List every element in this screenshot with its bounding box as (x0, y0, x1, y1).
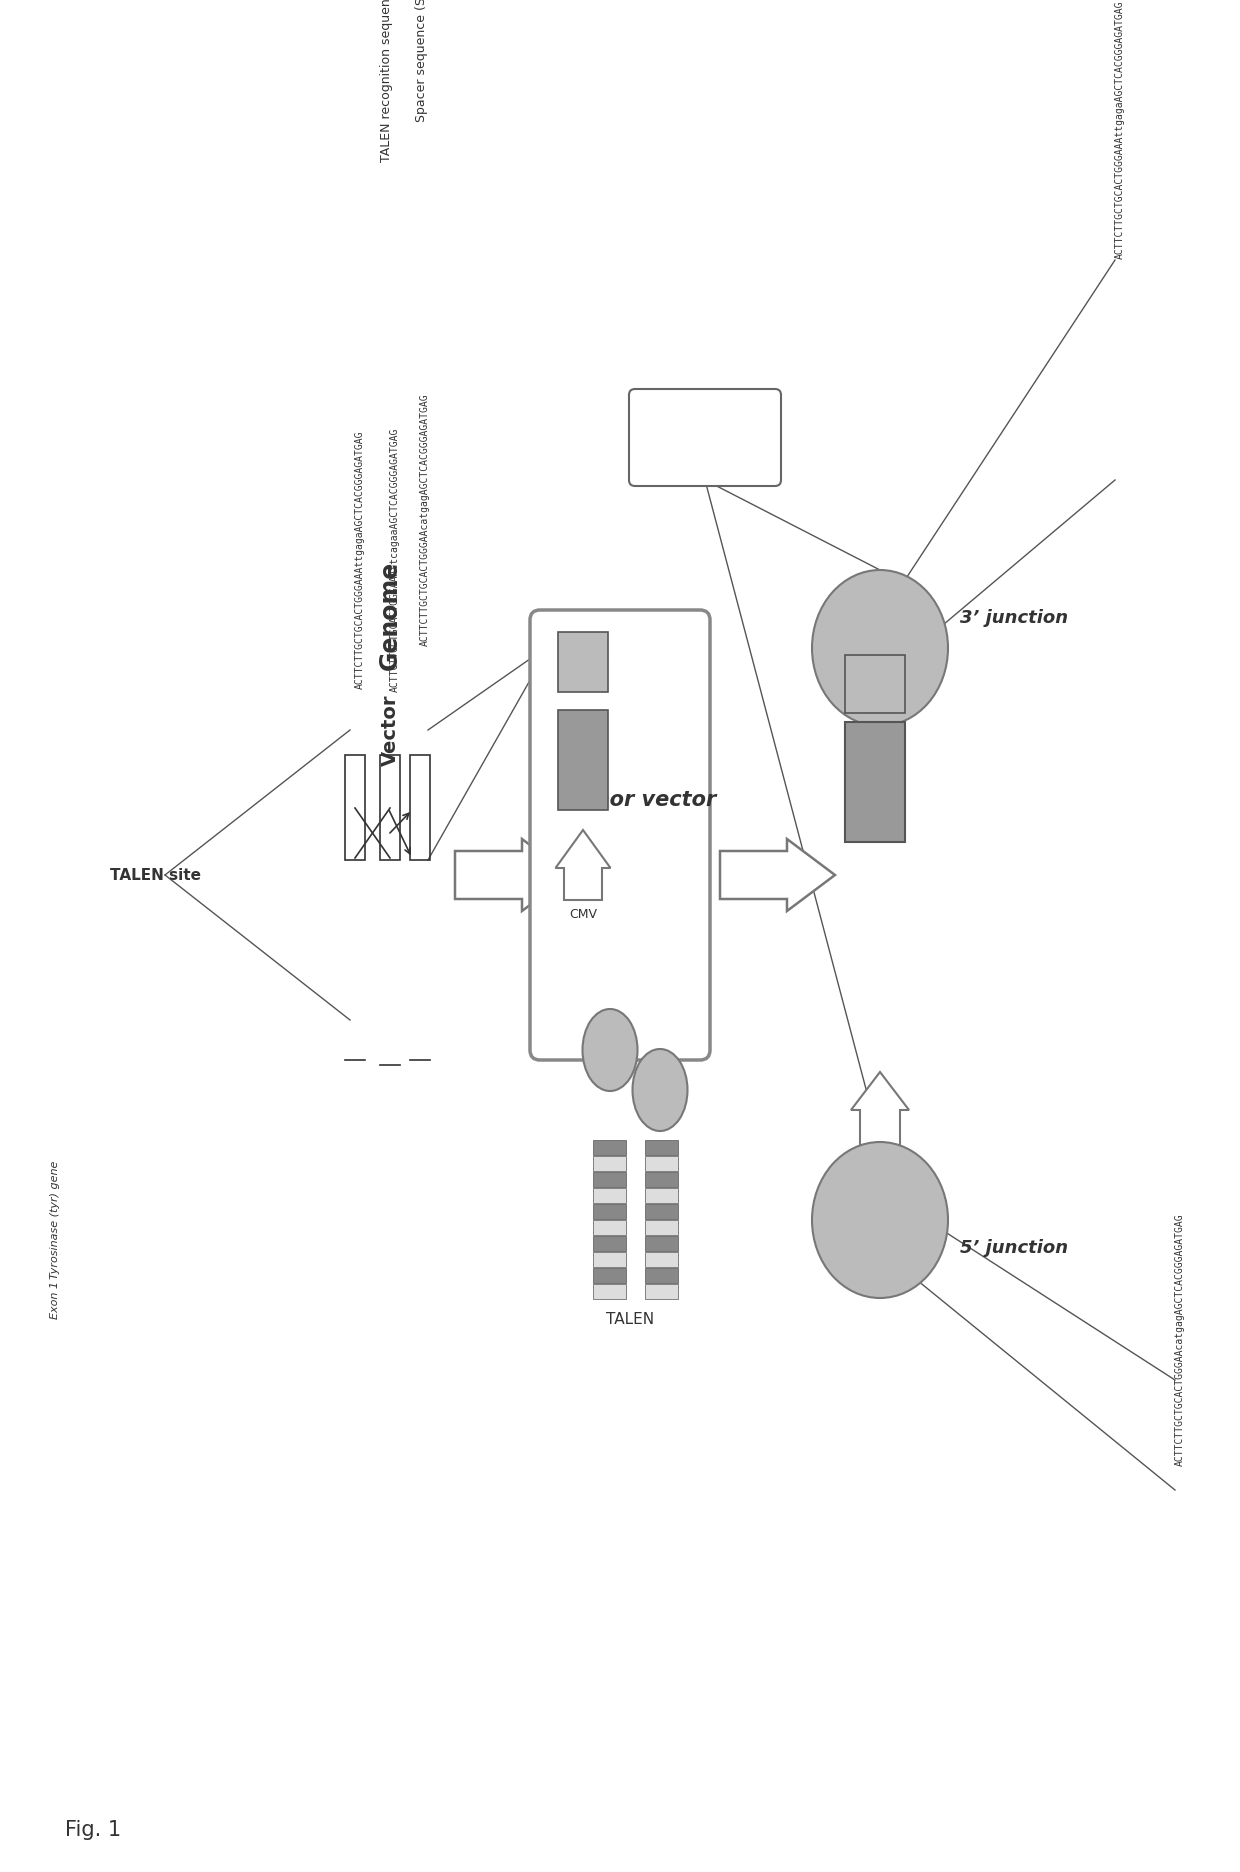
Bar (645, 1157, 678, 1172)
Bar (593, 1284, 626, 1299)
Bar (593, 1189, 626, 1204)
Text: TALEN site: TALEN site (849, 680, 900, 689)
Text: Genome: Genome (378, 560, 402, 670)
Text: 5’ junction: 5’ junction (960, 1239, 1068, 1256)
Text: CMV: CMV (569, 908, 596, 921)
Text: Tyrosinase (tyr) gene: Tyrosinase (tyr) gene (50, 1161, 60, 1279)
Bar (345, 754, 365, 859)
Text: Exon 1: Exon 1 (50, 1280, 60, 1320)
Bar (645, 1221, 678, 1236)
Bar (558, 633, 608, 693)
Text: TALEN site: TALEN site (557, 657, 609, 666)
Text: TALEN: TALEN (606, 1312, 653, 1327)
Text: Targeted
integration: Targeted integration (663, 421, 746, 453)
Bar (593, 1221, 626, 1236)
Text: TALEN recognition sequence (Capital letters): TALEN recognition sequence (Capital lett… (379, 0, 393, 163)
Text: FokI: FokI (600, 1045, 620, 1056)
Polygon shape (851, 1073, 909, 1149)
Bar (844, 723, 905, 842)
Ellipse shape (583, 1009, 637, 1091)
Text: ACTTCTTGCTGCACTGGGAAAttgagaAGCTCACGGGAGATGAG: ACTTCTTGCTGCACTGGGAAAttgagaAGCTCACGGGAGA… (355, 431, 365, 689)
Text: TALEN site: TALEN site (109, 867, 201, 882)
Bar (593, 1252, 626, 1267)
Polygon shape (720, 839, 835, 912)
Bar (410, 754, 430, 859)
Bar (593, 1267, 626, 1282)
Text: Spacer sequence (Small letters): Spacer sequence (Small letters) (415, 0, 428, 122)
Text: ACTTCTTGCTGCACTGGGAAcatgagAGCTCACGGGAGATGAG: ACTTCTTGCTGCACTGGGAAcatgagAGCTCACGGGAGAT… (420, 393, 430, 646)
Bar (645, 1284, 678, 1299)
Bar (593, 1236, 626, 1250)
Bar (645, 1189, 678, 1204)
FancyBboxPatch shape (529, 610, 711, 1060)
Text: ACTTCTTGCTGCACTGGGAAAttcagaaAGCTCACGGGAGATGAG: ACTTCTTGCTGCACTGGGAAAttcagaaAGCTCACGGGAG… (391, 429, 401, 693)
Text: Donor vector: Donor vector (563, 790, 717, 811)
Text: Vector: Vector (381, 695, 399, 766)
Text: CMV: CMV (866, 1159, 894, 1172)
Bar (558, 709, 608, 811)
Polygon shape (455, 839, 570, 912)
Text: EGFP: EGFP (577, 754, 589, 786)
Bar (645, 1267, 678, 1282)
Text: Fig. 1: Fig. 1 (64, 1820, 122, 1840)
Bar (645, 1252, 678, 1267)
Bar (645, 1204, 678, 1219)
Bar (593, 1172, 626, 1187)
Bar (593, 1204, 626, 1219)
Text: 3’ junction: 3’ junction (960, 608, 1068, 627)
Text: ACTTCTTGCTGCACTGGGAAAttgagaAGCTCACGGGAGATGAG: ACTTCTTGCTGCACTGGGAAAttgagaAGCTCACGGGAGA… (1115, 0, 1125, 258)
Ellipse shape (812, 569, 949, 726)
FancyBboxPatch shape (629, 389, 781, 487)
Polygon shape (556, 829, 610, 900)
Bar (645, 1172, 678, 1187)
Bar (645, 1140, 678, 1155)
Text: ACTTCTTGCTGCACTGGGAAcatgagAGCTCACGGGAGATGAG: ACTTCTTGCTGCACTGGGAAcatgagAGCTCACGGGAGAT… (1176, 1213, 1185, 1466)
Ellipse shape (812, 1142, 949, 1297)
Text: EGFP: EGFP (868, 775, 882, 809)
Bar (645, 1236, 678, 1250)
Bar (593, 1140, 626, 1155)
Ellipse shape (632, 1048, 687, 1131)
Text: FokI: FokI (650, 1086, 670, 1095)
Bar (593, 1157, 626, 1172)
Bar (379, 754, 401, 859)
Bar (844, 655, 905, 713)
